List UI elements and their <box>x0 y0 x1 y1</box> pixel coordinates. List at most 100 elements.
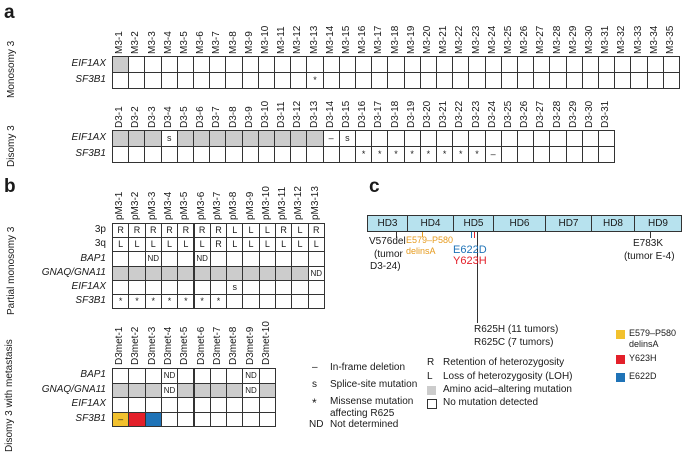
panel-b-partial-cell: L <box>226 237 244 253</box>
annotation-v576-line2: (tumor <box>374 249 403 260</box>
panel-c-label: c <box>369 176 380 197</box>
y623-tick <box>474 232 475 238</box>
panel-a-disomy-column-header: D3-15 <box>340 100 352 128</box>
panel-a-monosomy-cell: * <box>306 72 324 89</box>
panel-b-partial-cell <box>275 279 293 295</box>
panel-a-disomy-cell <box>176 130 194 147</box>
panel-a-monosomy-cell <box>598 72 616 89</box>
panel-a-disomy-cell <box>306 130 324 147</box>
panel-a-disomy-cell <box>322 146 340 163</box>
domain-hd4: HD4 <box>407 215 454 232</box>
panel-b-legend-text: Not determined <box>330 419 399 430</box>
panel-b-metastasis-cell: ND <box>242 382 260 398</box>
panel-b-partial-cell: L <box>258 223 276 239</box>
panel-a-disomy-cell <box>500 146 518 163</box>
panel-a-monosomy-cell <box>549 56 567 73</box>
panel-b-partial-row-label: SF3B1 <box>75 295 106 307</box>
panel-b-partial-cell <box>291 294 309 310</box>
panel-a-disomy-column-header: D3-7 <box>211 106 223 128</box>
panel-b-metastasis-cell <box>193 397 211 413</box>
panel-b-partial-cell <box>242 265 260 281</box>
panel-b-partial-cell: ND <box>193 251 211 267</box>
panel-a-monosomy-column-header: M3-28 <box>551 25 563 54</box>
panel-b-metastasis-cell <box>112 368 130 384</box>
annotation-e783k-line2: (tumor E-4) <box>624 251 675 262</box>
panel-b-partial-cell: L <box>193 237 211 253</box>
panel-a-monosomy-cell <box>533 72 551 89</box>
panel-b-partial-cell <box>275 251 293 267</box>
panel-b-partial-cell: R <box>128 223 146 239</box>
panel-a-monosomy-column-header: M3-25 <box>502 25 514 54</box>
panel-a-disomy-cell <box>517 130 535 147</box>
domain-hd7: HD7 <box>545 215 592 232</box>
panel-a-monosomy-cell <box>581 72 599 89</box>
panel-a-disomy-cell <box>144 130 162 147</box>
panel-b-partial-cell <box>226 251 244 267</box>
panel-a-monosomy-cell <box>436 72 454 89</box>
panel-b-partial-cell: L <box>226 223 244 239</box>
panel-b-metastasis-cell <box>144 382 162 398</box>
panel-b-legend-text: affecting R625 <box>330 408 395 419</box>
annotation-e579-line2: delinsA <box>406 246 436 256</box>
panel-a-disomy-cell <box>128 146 146 163</box>
panel-a-disomy-column-header: D3-29 <box>567 100 579 128</box>
panel-a-disomy-cell <box>274 146 292 163</box>
panel-b-partial-row-label: GNAQ/GNA11 <box>41 266 106 278</box>
panel-a-disomy-row-label: EIF1AX <box>71 132 106 143</box>
panel-a-disomy-cell <box>403 130 421 147</box>
panel-a-disomy-cell <box>257 130 275 147</box>
panel-a-monosomy-column-header: M3-17 <box>373 25 385 54</box>
panel-a-disomy-column-header: D3-30 <box>583 100 595 128</box>
panel-b-partial-cell <box>128 265 146 281</box>
panel-a-disomy-cell <box>387 130 405 147</box>
panel-a-disomy-column-header: D3-1 <box>114 106 126 128</box>
panel-a-disomy-column-header: D3-17 <box>373 100 385 128</box>
panel-a-disomy-cell: * <box>468 146 486 163</box>
panel-b-metastasis-cell <box>258 368 276 384</box>
legend-key: L <box>427 371 433 382</box>
panel-a-disomy-cell: s <box>338 130 356 147</box>
panel-b-legend-text: In-frame deletion <box>330 362 406 373</box>
panel-a-disomy-column-header: D3-26 <box>519 100 531 128</box>
panel-b-partial-cell: L <box>307 237 325 253</box>
panel-a-monosomy-cell <box>484 72 502 89</box>
panel-a-monosomy-cell <box>193 56 211 73</box>
panel-a-disomy-column-header: D3-27 <box>535 100 547 128</box>
panel-a-monosomy-row-label: EIF1AX <box>71 58 106 69</box>
panel-a-monosomy-cell <box>517 72 535 89</box>
panel-a-monosomy-cell <box>646 56 664 73</box>
panel-b-partial-cell <box>307 279 325 295</box>
panel-b-metastasis-cell <box>226 411 244 427</box>
panel-b-partial-cell: L <box>160 237 179 253</box>
panel-b-partial-cell: * <box>209 294 228 310</box>
panel-a-disomy-cell <box>241 130 259 147</box>
panel-a-monosomy-column-header: M3-26 <box>519 25 531 54</box>
panel-b-partial-row-label: 3q <box>94 238 106 250</box>
panel-a-disomy-cell <box>176 146 194 163</box>
panel-a-monosomy-column-header: M3-13 <box>308 25 320 54</box>
panel-a-monosomy-column-header: M3-8 <box>227 31 239 54</box>
panel-b-partial-column-header: pM3-13 <box>309 186 321 220</box>
panel-a-monosomy-cell <box>500 72 518 89</box>
panel-a-disomy-cell <box>598 130 616 147</box>
panel-a-monosomy-cell <box>565 72 583 89</box>
panel-b-partial-cell <box>242 294 260 310</box>
panel-b-partial-cell: * <box>177 294 195 310</box>
panel-b-partial-cell <box>112 265 130 281</box>
domain-hd8: HD8 <box>591 215 635 232</box>
panel-b-partial-cell: L <box>144 237 162 253</box>
color-legend-text: delinsA <box>629 339 659 349</box>
panel-a-monosomy-cell <box>257 56 275 73</box>
panel-b-partial-row-label: 3p <box>94 224 106 236</box>
panel-a-disomy-cell <box>581 146 599 163</box>
panel-b-partial-cell <box>307 251 325 267</box>
panel-a-disomy-cell: – <box>322 130 340 147</box>
panel-a-monosomy-column-header: M3-6 <box>195 31 207 54</box>
panel-b-partial-cell: L <box>128 237 146 253</box>
panel-a-disomy-cell <box>581 130 599 147</box>
panel-a-monosomy-cell <box>387 56 405 73</box>
panel-a-monosomy-column-header: M3-32 <box>616 25 628 54</box>
panel-a-monosomy-column-header: M3-20 <box>421 25 433 54</box>
panel-b-metastasis-cell <box>209 397 228 413</box>
panel-a-monosomy-cell <box>468 56 486 73</box>
